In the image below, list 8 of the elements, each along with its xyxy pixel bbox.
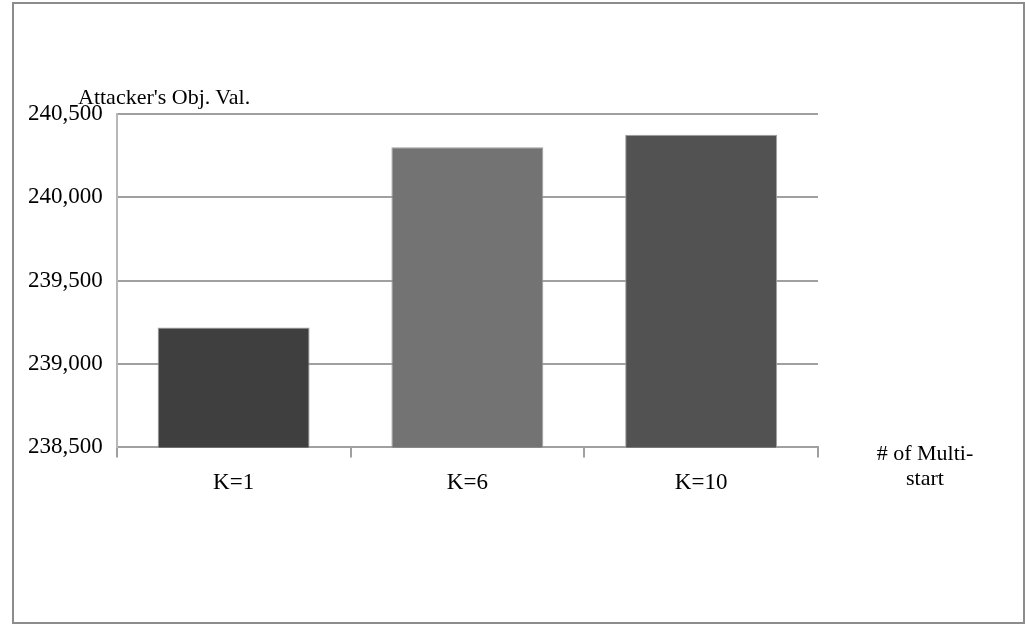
x-tick-label: K=6: [446, 469, 488, 495]
y-tick-label: 238,500: [28, 433, 103, 459]
y-tick-label: 239,000: [28, 350, 103, 376]
x-tick-label: K=10: [674, 469, 728, 495]
y-tick-label: 240,000: [28, 183, 103, 209]
x-axis-title: # of Multi-start: [875, 440, 975, 490]
x-tick-label: K=1: [213, 469, 255, 495]
y-tick-label: 239,500: [28, 266, 103, 292]
